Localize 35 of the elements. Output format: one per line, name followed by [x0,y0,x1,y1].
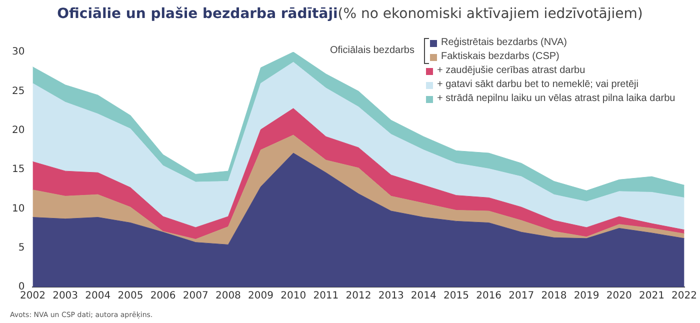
x-tick-label: 2014 [410,290,436,302]
legend-label: + gatavi sākt darbu bet to nemeklē; vai pretēji [437,78,639,92]
x-tick-label: 2011 [313,290,339,302]
chart-title: Oficiālie un plašie bezdarba rādītāji [57,6,338,22]
legend-label: Reģistrētais bezdarbs (NVA) [441,36,567,50]
legend-label: + zaudējušie cerības atrast darbu [437,64,586,78]
x-tick-label: 2005 [118,290,144,302]
legend-title: Oficiālais bezdarbs [330,44,414,58]
x-tick-label: 2020 [606,290,632,302]
x-tick-label: 2003 [52,290,78,302]
x-tick-label: 2021 [638,290,664,302]
y-tick-label: 5 [18,242,25,254]
x-tick-label: 2006 [150,290,176,302]
y-tick-label: 10 [12,203,25,214]
x-tick-label: 2004 [85,290,111,302]
x-tick-label: 2008 [215,290,241,302]
y-tick-label: 25 [12,86,25,97]
x-tick-label: 2016 [476,290,502,302]
chart-subtitle: (% no ekonomiski aktīvajiem iedzīvotājiem) [338,6,643,22]
x-tick-label: 2017 [508,290,534,302]
y-tick-label: 30 [12,46,25,58]
legend-label: + strādā nepilnu laiku un vēlas atrast pilna laika darbu [437,92,676,106]
x-tick-label: 2012 [346,290,372,302]
x-tick-label: 2018 [541,290,567,302]
y-tick-label: 15 [12,164,25,176]
legend-label: Faktiskais bezdarbs (CSP) [441,50,560,64]
x-tick-label: 2022 [672,290,697,302]
x-tick-label: 2007 [182,290,208,302]
x-tick-label: 2010 [280,290,306,302]
x-tick-label: 2013 [378,290,404,302]
x-tick-label: 2002 [20,290,46,302]
y-tick-label: 20 [12,124,25,136]
x-tick-label: 2009 [248,290,274,302]
x-tick-label: 2019 [574,290,600,302]
x-tick-label: 2015 [444,290,469,302]
